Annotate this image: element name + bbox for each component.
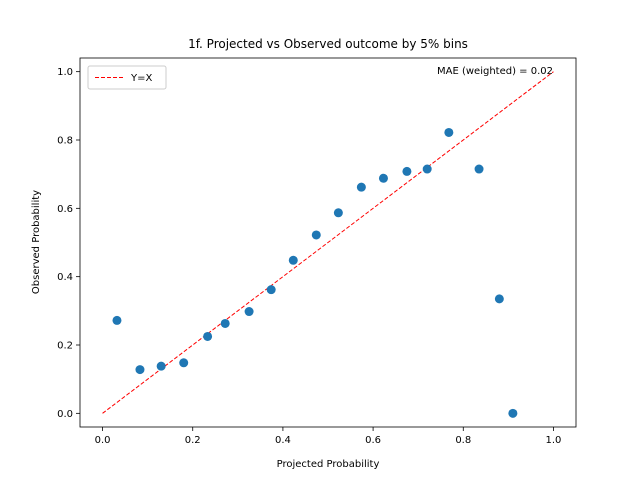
y-tick-label: 0.0	[57, 409, 73, 420]
y-tick-label: 1.0	[57, 67, 73, 78]
data-point	[266, 285, 276, 295]
axes: 0.0 0.2 0.4 0.6 0.8 1.0 0.0 0.2 0.4 0.6 0.8 1.0	[57, 57, 577, 446]
data-point	[112, 315, 122, 325]
data-point	[203, 331, 213, 341]
data-point	[333, 208, 343, 218]
data-point	[378, 173, 388, 183]
plot-area	[102, 71, 554, 418]
data-point	[179, 358, 189, 368]
y-tick-label: 0.4	[57, 272, 73, 283]
y-tick-label: 0.2	[57, 341, 73, 352]
y-axis-title: Observed Probability	[31, 190, 42, 294]
x-axis-title: Projected Probability	[277, 459, 380, 470]
data-point	[508, 408, 518, 418]
x-tick-label: 0.2	[185, 435, 201, 446]
data-point	[311, 230, 321, 240]
data-point	[288, 255, 298, 265]
data-point	[220, 318, 230, 328]
legend-label-y-equals-x: Y=X	[130, 73, 152, 84]
data-point	[402, 166, 412, 176]
x-tick-label: 0.4	[275, 435, 291, 446]
mae-annotation: MAE (weighted) = 0.02	[437, 66, 553, 77]
reference-line-y-equals-x	[102, 71, 554, 414]
data-point	[422, 164, 432, 174]
legend-box	[87, 65, 167, 90]
data-point	[244, 307, 254, 317]
x-tick-label: 1.0	[546, 435, 562, 446]
y-tick-label: 0.6	[57, 204, 73, 215]
data-point	[444, 127, 454, 137]
y-tick-label: 0.8	[57, 136, 73, 147]
axes-frame	[79, 57, 577, 428]
data-point	[356, 182, 366, 192]
x-tick-label: 0.0	[95, 435, 111, 446]
legend: Y=X	[87, 65, 167, 90]
data-point	[494, 294, 504, 304]
chart-title: 1f. Projected vs Observed outcome by 5% …	[188, 37, 468, 51]
data-point	[156, 361, 166, 371]
x-tick-label: 0.8	[455, 435, 471, 446]
x-tick-label: 0.6	[365, 435, 381, 446]
data-point	[135, 365, 145, 375]
data-point	[474, 164, 484, 174]
